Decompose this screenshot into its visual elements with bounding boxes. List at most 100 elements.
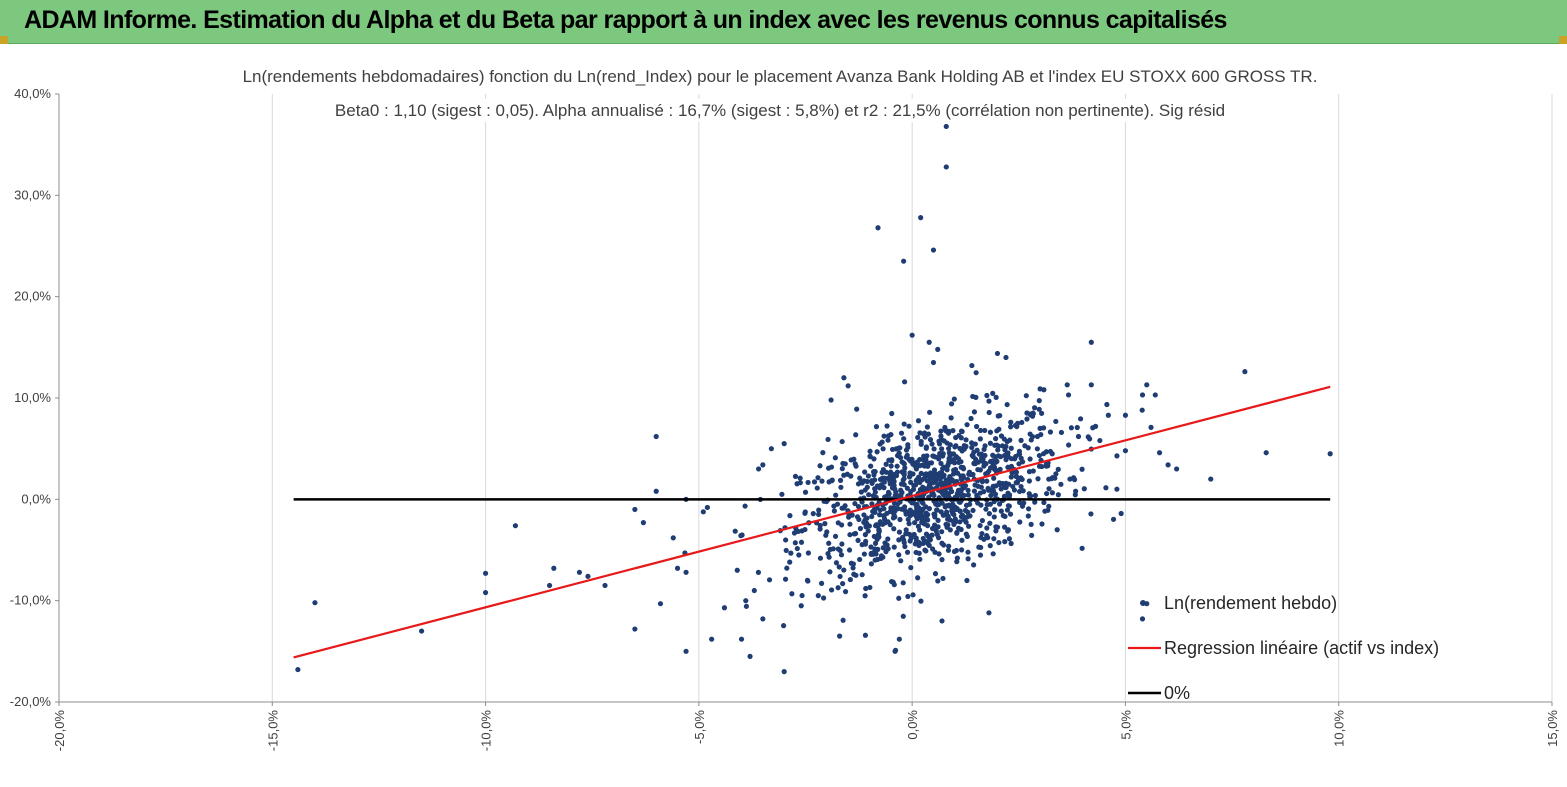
data-point <box>1045 463 1051 469</box>
data-point <box>1079 545 1085 551</box>
data-point <box>922 512 928 518</box>
data-point <box>940 575 946 582</box>
data-point <box>926 472 932 479</box>
data-point <box>836 564 842 570</box>
data-point <box>875 546 881 552</box>
data-point <box>919 519 925 525</box>
data-point <box>632 506 638 513</box>
data-point <box>993 436 999 442</box>
data-point <box>951 511 957 518</box>
data-point <box>1053 471 1059 477</box>
data-point <box>576 569 583 575</box>
data-point <box>896 636 902 642</box>
data-point <box>867 453 873 459</box>
data-point <box>1043 449 1049 455</box>
data-point <box>992 491 999 497</box>
data-point <box>897 499 903 505</box>
data-point <box>987 440 993 446</box>
data-point <box>1036 398 1042 404</box>
data-point <box>826 540 832 546</box>
data-point <box>1023 393 1029 399</box>
data-point <box>969 362 975 369</box>
data-point <box>857 525 864 532</box>
x-tick-label: 15,0% <box>1545 710 1560 747</box>
data-point <box>1002 539 1008 545</box>
data-point <box>734 567 740 573</box>
data-point <box>904 549 911 555</box>
data-point <box>977 552 984 558</box>
data-point <box>918 215 924 221</box>
regression-line <box>293 385 1331 659</box>
data-point <box>987 520 993 526</box>
data-point <box>824 529 830 535</box>
data-point <box>881 479 887 485</box>
data-point <box>1088 382 1094 388</box>
data-point <box>751 587 757 594</box>
data-point <box>815 593 821 599</box>
chart-title: Ln(rendements hebdomadaires) fonction du… <box>236 65 1324 122</box>
legend-label: Ln(rendement hebdo) <box>1164 593 1337 613</box>
data-point <box>835 585 841 591</box>
data-point <box>910 471 916 477</box>
data-point <box>819 478 825 484</box>
data-point <box>923 548 929 554</box>
data-point <box>837 573 843 580</box>
data-point <box>926 534 932 541</box>
data-point <box>971 562 977 568</box>
data-point <box>943 123 949 130</box>
data-point <box>653 488 659 494</box>
corner-marker <box>1559 36 1567 44</box>
data-point <box>876 485 883 491</box>
data-point <box>1087 436 1093 442</box>
data-point <box>830 546 836 552</box>
data-point <box>852 461 858 467</box>
data-point <box>1006 492 1013 498</box>
data-point <box>854 514 861 520</box>
data-point <box>295 666 301 673</box>
data-point <box>902 465 908 471</box>
data-point <box>1242 369 1248 375</box>
data-point <box>914 461 920 468</box>
data-point <box>936 551 942 557</box>
data-point <box>903 454 909 460</box>
data-point <box>881 506 887 512</box>
data-point <box>862 469 868 475</box>
data-point <box>738 636 745 642</box>
data-point <box>841 472 847 478</box>
x-tick-label: 5,0% <box>1118 710 1133 740</box>
data-point <box>959 537 965 543</box>
data-point <box>1026 478 1032 484</box>
data-point <box>899 459 905 465</box>
data-point <box>935 578 941 584</box>
data-point <box>1031 405 1038 411</box>
data-point <box>871 468 877 475</box>
data-point <box>944 524 950 530</box>
data-point <box>1014 423 1020 430</box>
x-tick-label: 10,0% <box>1332 710 1347 747</box>
data-point <box>1075 433 1082 440</box>
data-point <box>911 531 917 538</box>
title-background <box>236 65 1324 88</box>
data-point <box>892 506 899 512</box>
data-point <box>632 626 638 632</box>
data-point <box>963 437 969 443</box>
data-point <box>939 618 945 624</box>
data-point <box>910 592 916 598</box>
data-point <box>990 462 996 468</box>
data-point <box>956 432 962 439</box>
data-point <box>839 522 845 528</box>
data-point <box>1114 453 1120 459</box>
data-point <box>944 512 951 519</box>
data-point <box>924 539 930 545</box>
data-point <box>881 516 888 522</box>
data-point <box>957 487 964 493</box>
data-point <box>837 477 844 483</box>
data-point <box>865 528 871 534</box>
data-point <box>900 580 906 586</box>
data-point <box>838 552 845 558</box>
data-point <box>867 448 873 454</box>
data-point <box>896 595 902 601</box>
data-point <box>1152 392 1158 398</box>
data-point <box>992 507 998 513</box>
data-point <box>818 580 825 586</box>
